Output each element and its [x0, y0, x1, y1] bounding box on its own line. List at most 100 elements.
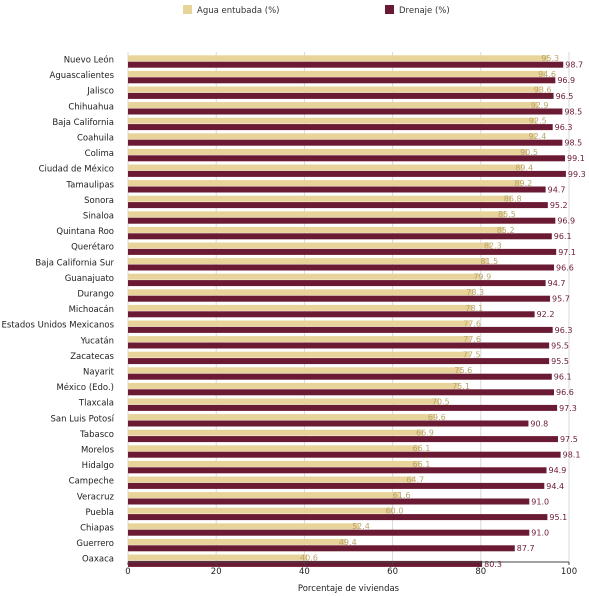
bar-agua — [128, 195, 511, 202]
category-label: Estados Unidos Mexicanos — [2, 321, 115, 331]
bar-drenaje — [128, 92, 554, 99]
value-label-agua: 70.5 — [432, 397, 450, 406]
x-tick-label: 60 — [387, 567, 398, 577]
value-label-drenaje: 99.1 — [567, 154, 585, 163]
bar-drenaje — [128, 295, 551, 302]
category-label: Baja California Sur — [35, 258, 114, 268]
category-label: Coahuila — [77, 134, 114, 144]
value-label-agua: 78.3 — [466, 288, 484, 297]
value-label-agua: 61.6 — [393, 491, 411, 500]
category-label: Durango — [77, 290, 114, 300]
bar-agua — [128, 523, 360, 530]
value-label-drenaje: 95.5 — [551, 357, 569, 366]
value-label-drenaje: 91.0 — [531, 497, 549, 506]
value-label-drenaje: 96.3 — [555, 123, 573, 132]
x-axis-title: Porcentaje de viviendas — [298, 584, 400, 594]
value-label-agua: 66.1 — [413, 444, 431, 453]
bar-drenaje — [128, 139, 563, 146]
bar-agua — [128, 320, 471, 327]
value-label-agua: 92.4 — [528, 132, 546, 141]
category-labels: Nuevo León Aguascalientes Jalisco Chihuahua… — [2, 55, 115, 565]
bar-drenaje — [128, 248, 557, 255]
value-label-agua: 79.9 — [473, 273, 491, 282]
bar-drenaje — [128, 108, 563, 115]
value-label-agua: 64.7 — [406, 475, 424, 484]
category-label: Querétaro — [71, 242, 114, 253]
value-label-drenaje: 91.0 — [531, 529, 549, 538]
bar-agua — [128, 180, 522, 187]
value-label-agua: 92.9 — [531, 101, 549, 110]
value-label-agua: 92.5 — [529, 117, 547, 126]
bar-drenaje — [128, 451, 561, 458]
bar-drenaje — [128, 155, 566, 162]
value-label-agua: 81.5 — [480, 257, 498, 266]
x-tick-label: 80 — [475, 567, 486, 577]
value-label-agua: 66.9 — [416, 429, 434, 438]
value-label-agua: 89.2 — [514, 179, 532, 188]
value-label-drenaje: 99.3 — [568, 170, 586, 179]
value-label-agua: 85.2 — [497, 226, 515, 235]
category-label: Aguascalientes — [50, 71, 115, 81]
category-label: Tamaulipas — [65, 180, 114, 190]
x-tick-label: 40 — [299, 567, 310, 577]
category-label: Colima — [85, 149, 114, 159]
value-label-drenaje: 94.9 — [549, 466, 567, 475]
value-label-drenaje: 95.5 — [551, 341, 569, 350]
category-label: Hidalgo — [82, 461, 114, 471]
value-label-agua: 60.0 — [386, 507, 404, 516]
bar-agua — [128, 554, 308, 561]
value-label-drenaje: 94.7 — [548, 279, 566, 288]
value-label-agua: 86.8 — [504, 195, 522, 204]
value-label-drenaje: 96.6 — [556, 263, 574, 272]
value-label-agua: 75.6 — [454, 366, 472, 375]
value-label-agua: 94.6 — [538, 70, 556, 79]
value-label-agua: 82.3 — [484, 241, 502, 250]
category-label: Jalisco — [86, 87, 114, 97]
bar-agua — [128, 538, 346, 545]
value-label-drenaje: 96.5 — [556, 92, 574, 101]
bar-drenaje — [128, 560, 483, 567]
category-label: México (Edo.) — [56, 382, 114, 393]
legend: Agua entubada (%) Drenaje (%) — [183, 5, 450, 16]
bars — [128, 55, 566, 567]
bar-drenaje — [128, 77, 556, 84]
value-label-drenaje: 98.5 — [564, 139, 582, 148]
bar-agua — [128, 86, 541, 93]
value-label-drenaje: 98.7 — [565, 61, 583, 70]
bar-drenaje — [128, 280, 546, 287]
value-label-drenaje: 87.7 — [517, 544, 535, 553]
value-label-agua: 49.4 — [339, 538, 357, 547]
bar-drenaje — [128, 264, 555, 271]
value-label-drenaje: 96.9 — [557, 217, 575, 226]
value-label-drenaje: 96.1 — [554, 232, 572, 241]
bar-drenaje — [128, 124, 553, 131]
value-label-drenaje: 96.3 — [555, 326, 573, 335]
bar-agua — [128, 289, 474, 296]
bar-drenaje — [128, 404, 558, 411]
value-label-drenaje: 95.2 — [550, 201, 568, 210]
value-label-drenaje: 90.8 — [530, 419, 548, 428]
bar-drenaje — [128, 342, 550, 349]
legend-label-0: Agua entubada (%) — [197, 6, 279, 16]
x-tick-label: 20 — [211, 567, 222, 577]
category-label: Veracruz — [77, 492, 115, 502]
bar-agua — [128, 148, 528, 155]
bar-agua — [128, 476, 414, 483]
category-label: Michoacán — [69, 305, 114, 315]
category-label: Nayarit — [83, 368, 115, 378]
category-label: Yucatán — [80, 336, 114, 346]
value-label-drenaje: 97.5 — [560, 435, 578, 444]
bar-agua — [128, 258, 488, 265]
bar-agua — [128, 460, 420, 467]
category-label: Quintana Roo — [56, 227, 114, 237]
x-tick-label: 100 — [561, 567, 577, 577]
bar-agua — [128, 55, 549, 62]
value-label-agua: 75.1 — [452, 382, 470, 391]
bar-drenaje — [128, 217, 556, 224]
bar-drenaje — [128, 61, 564, 68]
bar-agua — [128, 367, 462, 374]
legend-label-1: Drenaje (%) — [399, 6, 450, 16]
bar-drenaje — [128, 436, 558, 443]
bar-drenaje — [128, 186, 546, 193]
bar-agua — [128, 304, 473, 311]
